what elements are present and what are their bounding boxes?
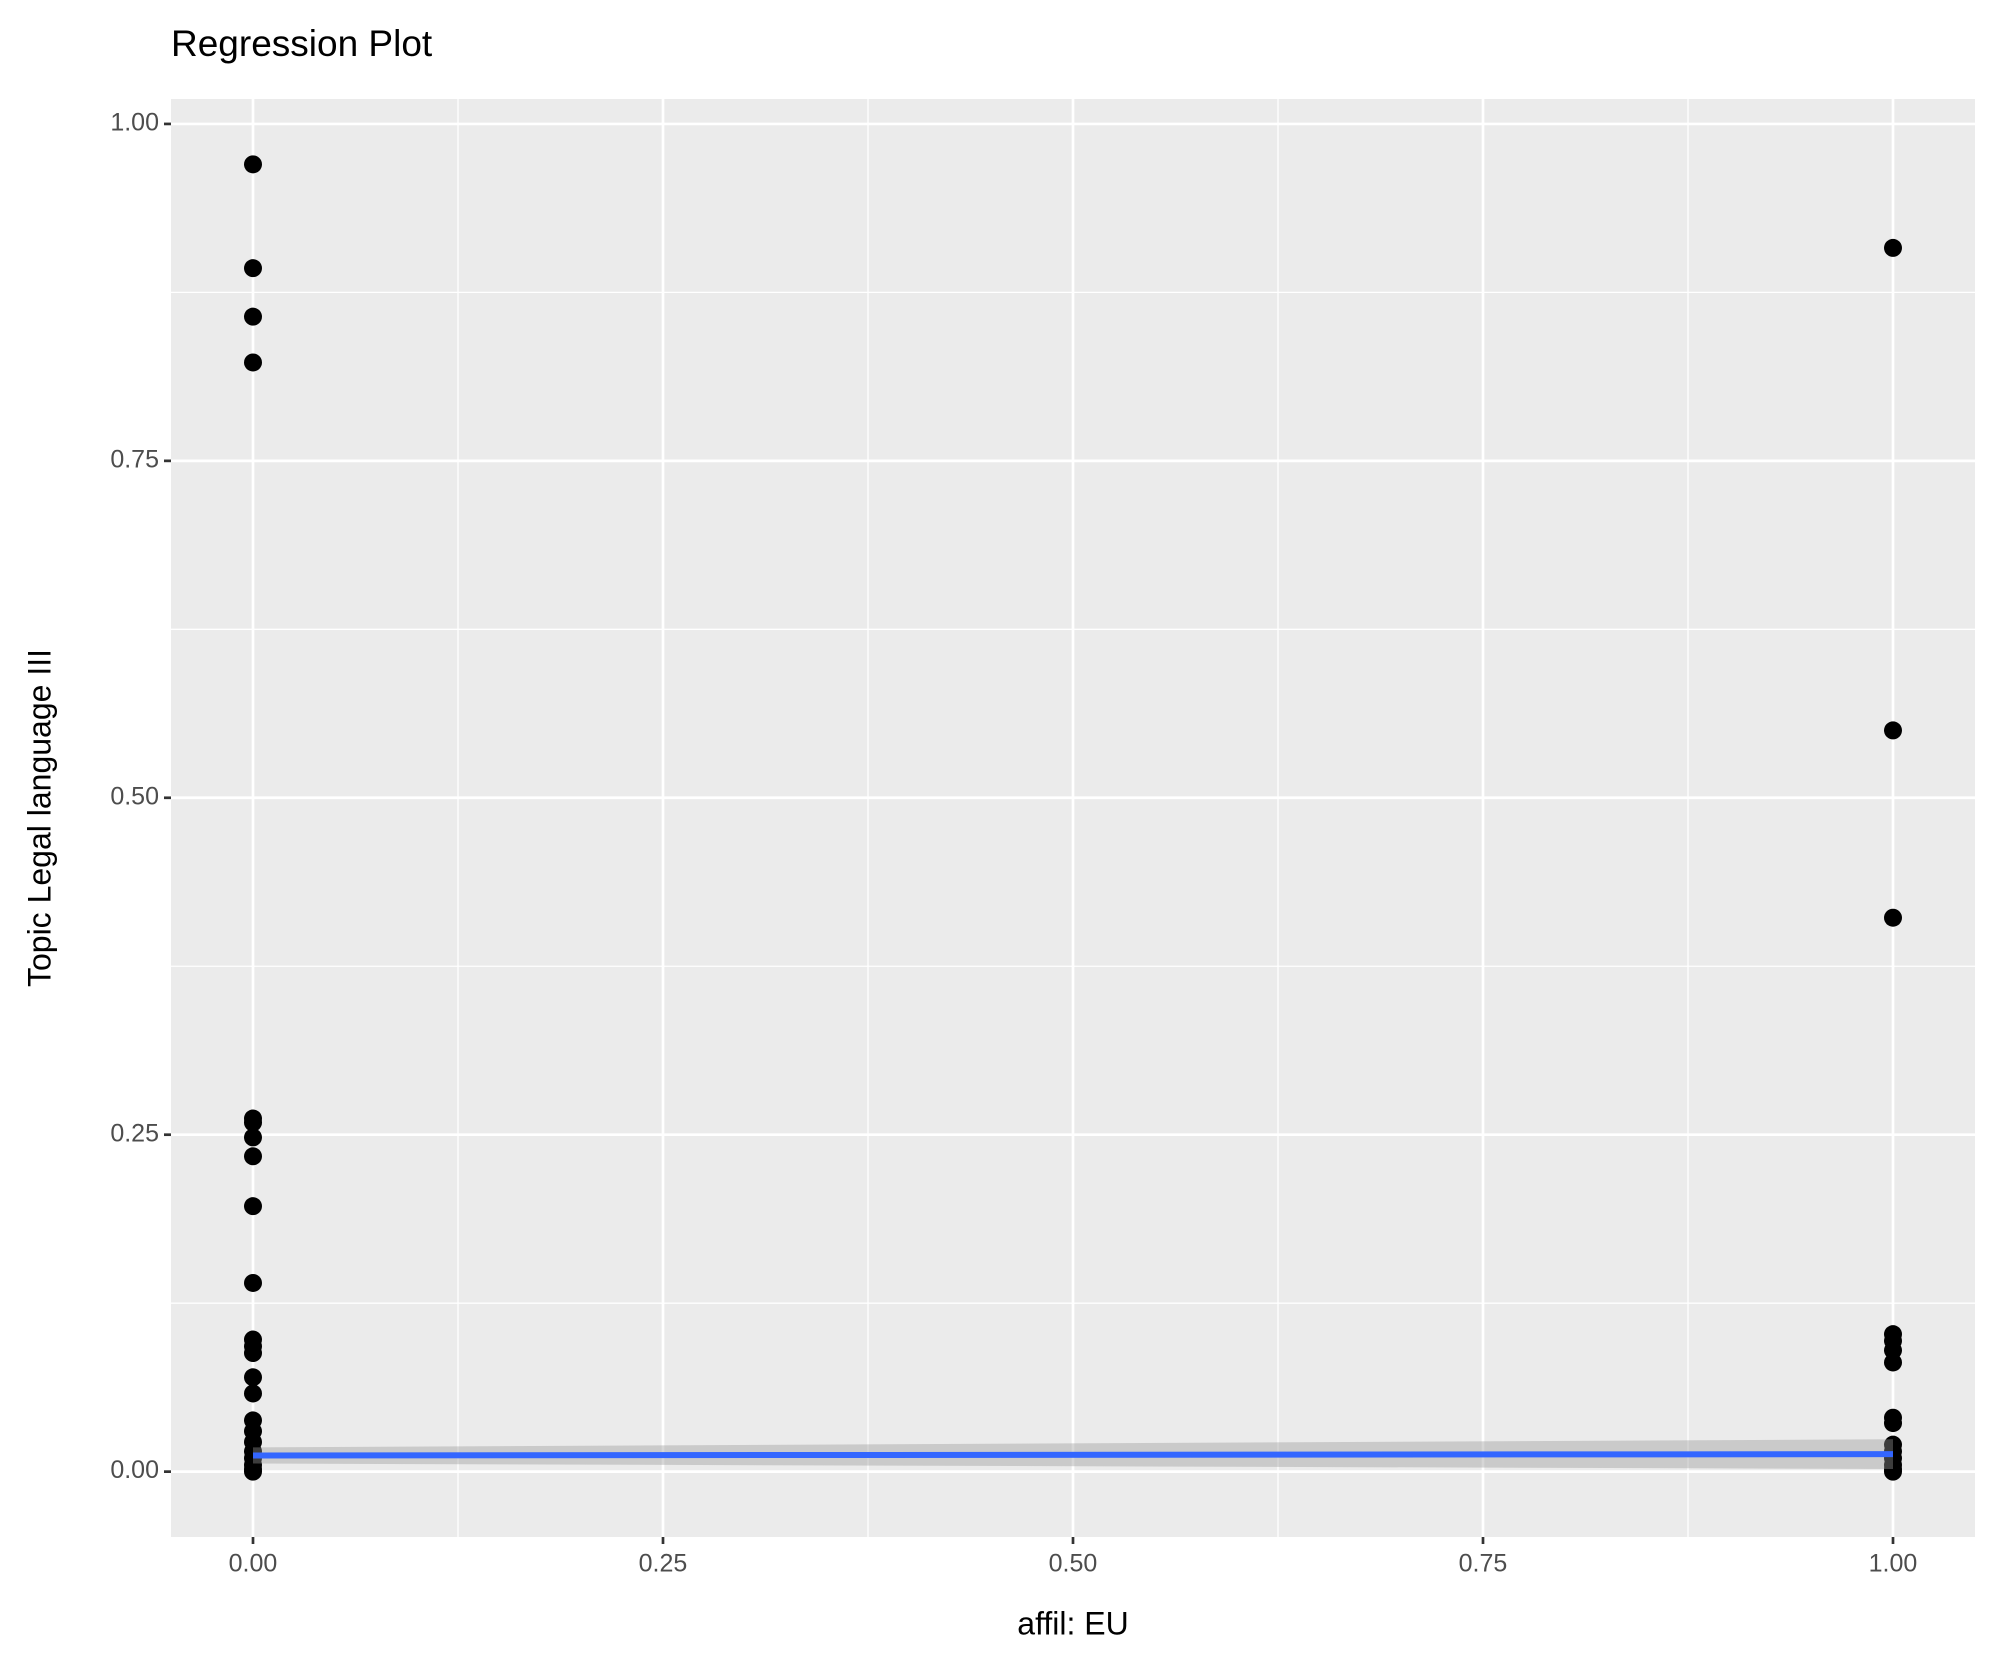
point — [1884, 1414, 1902, 1433]
y-axis-title: Topic Legal language III — [21, 649, 57, 987]
point — [1884, 721, 1902, 740]
point — [244, 353, 262, 372]
x-tick-label: 0.25 — [639, 1550, 688, 1578]
point — [244, 1197, 262, 1216]
point — [244, 1147, 262, 1166]
point — [244, 1462, 262, 1481]
point — [244, 1368, 262, 1387]
x-tick-label: 0.75 — [1459, 1550, 1508, 1578]
y-tick-label: 1.00 — [110, 109, 159, 137]
point — [1884, 1462, 1902, 1481]
y-tick-label: 0.00 — [110, 1456, 159, 1484]
x-tick-label: 1.00 — [1869, 1550, 1918, 1578]
x-tick-label: 0.00 — [229, 1550, 278, 1578]
y-tick-label: 0.25 — [110, 1119, 159, 1147]
regression-line — [252, 1451, 1894, 1459]
point — [1884, 238, 1902, 257]
point — [244, 1384, 262, 1403]
point — [244, 155, 262, 174]
point — [1884, 908, 1902, 927]
point — [244, 1113, 262, 1132]
point — [244, 1273, 262, 1292]
point — [244, 307, 262, 326]
point — [244, 1344, 262, 1363]
point — [244, 259, 262, 278]
x-axis-title: affil: EU — [1017, 1605, 1128, 1641]
y-tick-label: 0.75 — [110, 445, 159, 473]
point — [1884, 1353, 1902, 1372]
y-tick-label: 0.50 — [110, 782, 159, 810]
chart-title: Regression Plot — [171, 23, 433, 64]
x-tick-label: 0.50 — [1049, 1550, 1098, 1578]
point — [244, 1128, 262, 1147]
